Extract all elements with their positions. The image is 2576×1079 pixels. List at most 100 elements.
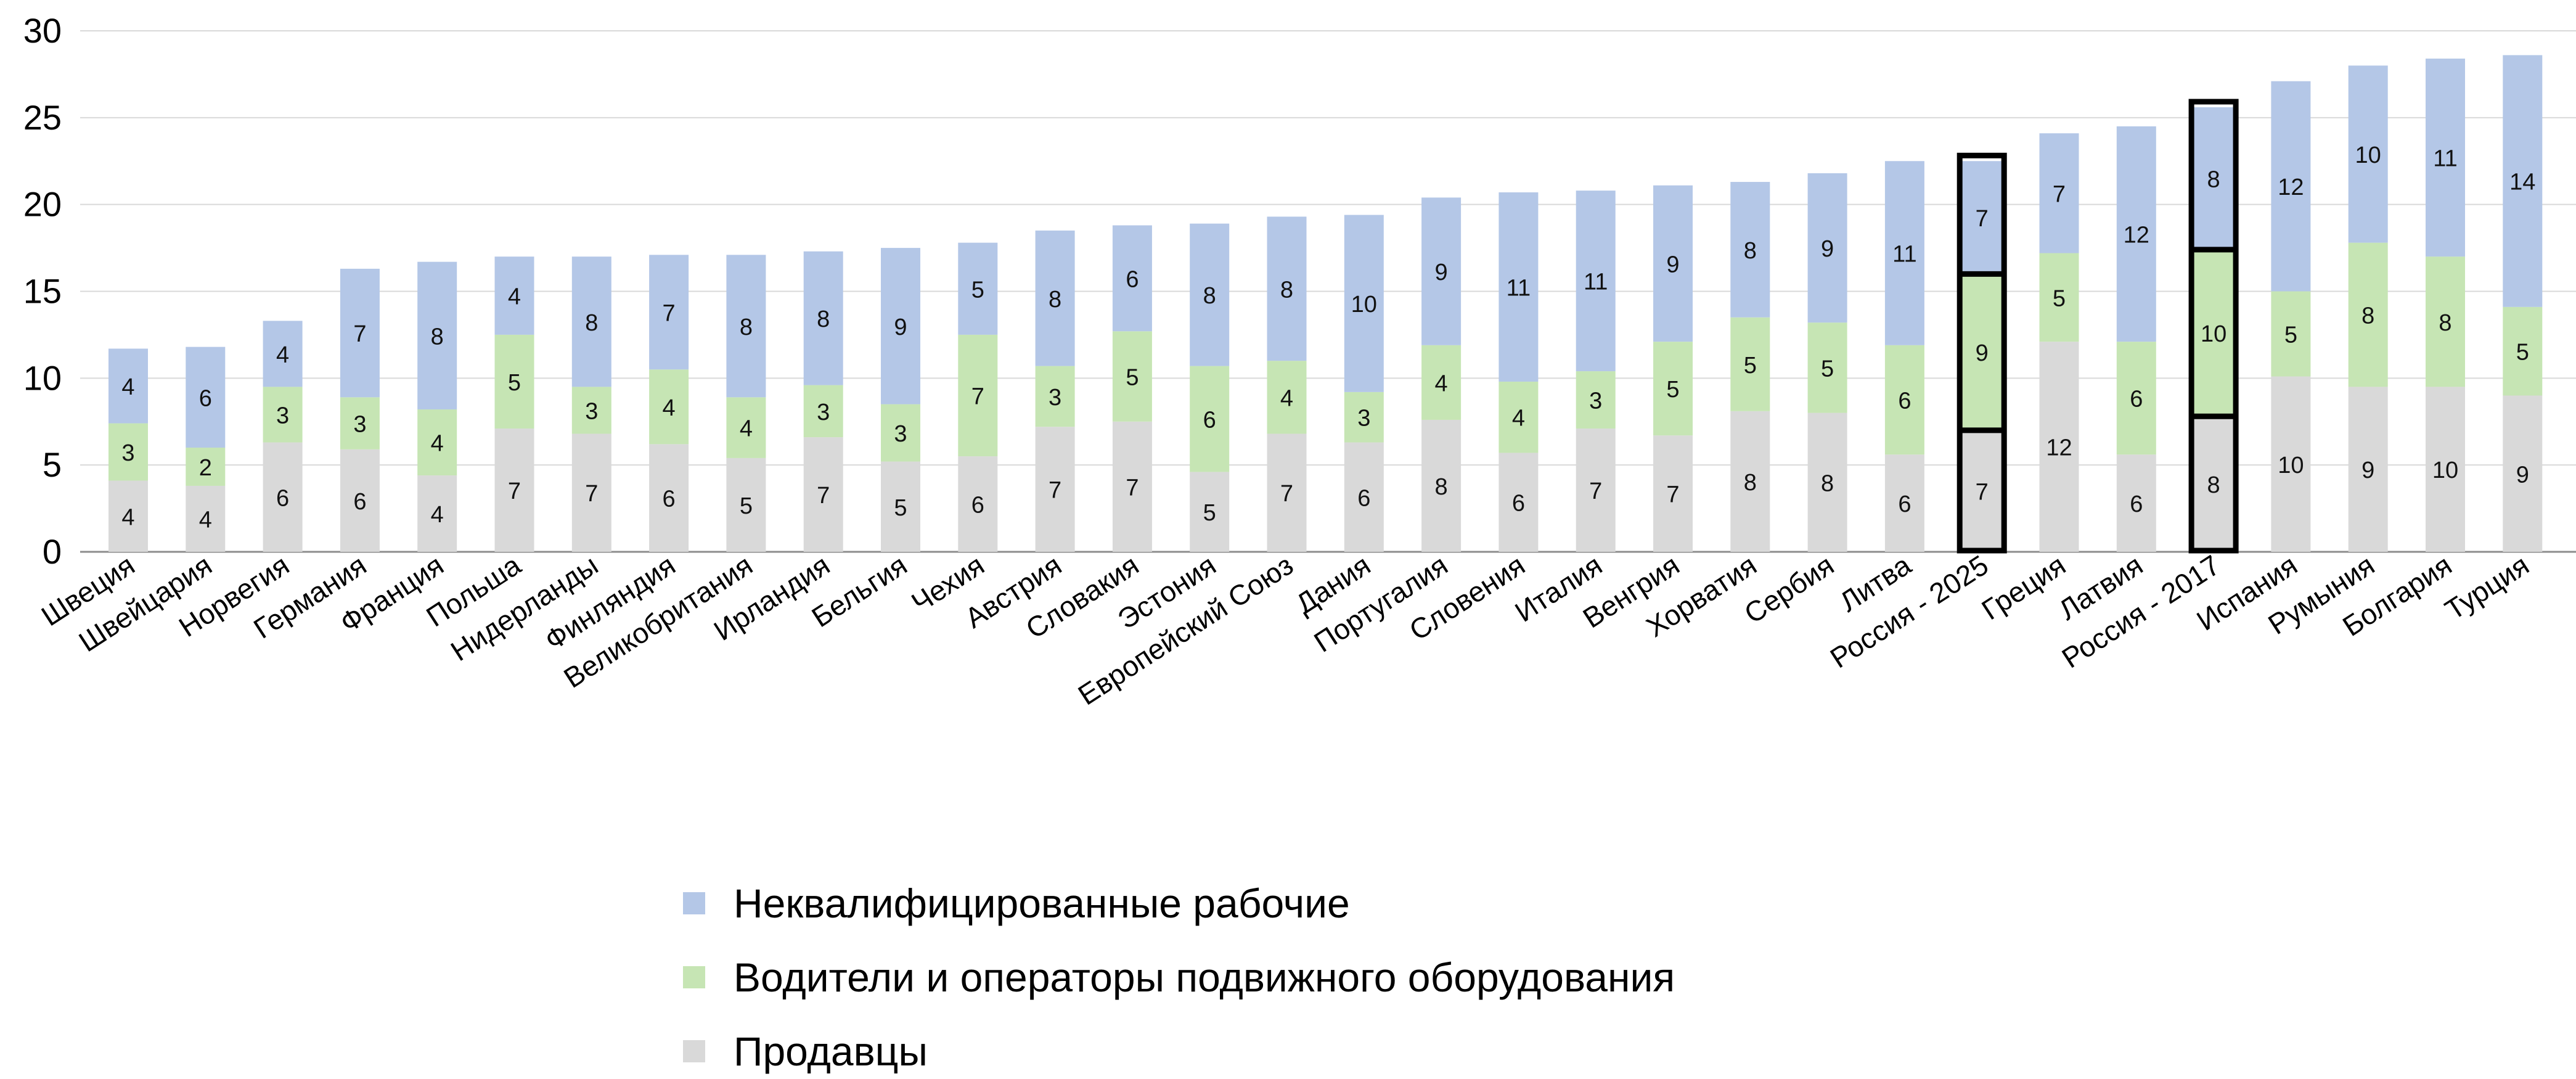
data-label: 4 — [663, 395, 676, 421]
data-label: 4 — [508, 284, 521, 310]
bar-segment — [1035, 427, 1075, 552]
data-label: 4 — [740, 416, 753, 442]
data-label: 4 — [276, 342, 289, 368]
data-label: 4 — [1512, 406, 1525, 432]
data-label: 10 — [1351, 292, 1377, 318]
data-label: 3 — [894, 421, 907, 447]
data-label: 7 — [1049, 478, 1061, 504]
data-label: 6 — [2130, 491, 2143, 517]
data-label: 7 — [1666, 482, 1679, 508]
data-label: 6 — [276, 485, 289, 511]
data-label: 9 — [2361, 457, 2374, 483]
data-label: 8 — [1435, 474, 1448, 500]
data-label: 3 — [1589, 388, 1602, 414]
bar-segment — [2271, 376, 2311, 552]
bar-segment — [340, 449, 380, 552]
bar-segment — [494, 256, 534, 335]
bar-segment — [1267, 361, 1307, 434]
bar-segment — [958, 334, 998, 457]
data-label: 6 — [353, 489, 366, 515]
data-label: 8 — [817, 306, 830, 332]
data-label: 4 — [121, 374, 134, 400]
data-label: 4 — [1435, 371, 1448, 396]
data-label: 10 — [2278, 453, 2304, 478]
bar-segment — [1576, 191, 1616, 372]
bar-segment — [1035, 230, 1075, 366]
data-label: 11 — [1892, 242, 1916, 268]
data-label: 4 — [199, 507, 212, 533]
data-label: 9 — [1976, 340, 1989, 366]
data-label: 3 — [121, 440, 134, 466]
data-label: 8 — [1203, 283, 1216, 309]
data-label: 4 — [121, 504, 134, 530]
bar-segment — [1190, 366, 1230, 472]
bar-segment — [1421, 345, 1462, 420]
data-label: 5 — [1744, 353, 1757, 379]
legend-label: Неквалифицированные рабочие — [734, 880, 1350, 926]
bar-segment — [186, 485, 226, 552]
data-label: 7 — [817, 483, 830, 509]
y-tick-label: 10 — [23, 358, 62, 397]
data-label: 11 — [2433, 146, 2457, 172]
bar-segment — [108, 480, 148, 552]
data-label: 4 — [431, 502, 444, 528]
bar-segment — [1576, 371, 1616, 429]
data-label: 3 — [353, 412, 366, 438]
bar-segment — [1653, 435, 1693, 552]
data-label: 10 — [2432, 457, 2458, 483]
bar-segment — [881, 461, 920, 552]
bar-segment — [2194, 416, 2234, 552]
data-label: 5 — [2516, 340, 2529, 366]
bar-segment — [1653, 185, 1693, 342]
data-label: 9 — [1821, 236, 1834, 262]
legend-label: Водители и операторы подвижного оборудов… — [734, 954, 1675, 1000]
data-label: 4 — [1280, 385, 1293, 411]
data-label: 6 — [971, 493, 984, 519]
bar-segment — [2348, 242, 2388, 387]
data-label: 7 — [508, 478, 521, 504]
data-label: 7 — [353, 321, 366, 347]
data-label: 7 — [1976, 206, 1989, 232]
data-label: 8 — [431, 324, 444, 350]
data-label: 8 — [2207, 472, 2220, 498]
data-label: 4 — [431, 431, 444, 457]
bar-segment — [2116, 126, 2156, 342]
data-label: 6 — [663, 486, 676, 512]
data-label: 3 — [1357, 406, 1370, 432]
bar-segment — [2348, 65, 2388, 243]
data-label: 7 — [585, 481, 598, 507]
y-tick-label: 30 — [23, 11, 62, 50]
bar-segment — [2271, 291, 2311, 377]
bar-segment — [1112, 421, 1152, 552]
data-label: 12 — [2046, 435, 2072, 461]
bar-segment — [1344, 392, 1384, 443]
bar-segment — [2503, 395, 2543, 552]
x-tick-label: Сербия — [1738, 549, 1839, 630]
bar-segment — [1653, 342, 1693, 436]
bar-segment — [1730, 182, 1770, 318]
bar-segment — [881, 248, 920, 404]
data-label: 14 — [2509, 170, 2535, 195]
bar-segment — [108, 348, 148, 424]
data-label: 11 — [1507, 275, 1531, 301]
bar-segment — [263, 387, 303, 443]
bar-segment — [186, 347, 226, 448]
bar-segment — [726, 397, 766, 458]
bar-segment — [1884, 345, 1924, 455]
y-tick-label: 0 — [43, 532, 62, 571]
data-label: 8 — [740, 314, 753, 340]
bar-segment — [1267, 216, 1307, 361]
data-label: 5 — [894, 495, 907, 521]
bar-segment — [1421, 419, 1462, 552]
bar-segment — [263, 321, 303, 387]
data-label: 6 — [1898, 491, 1911, 517]
legend-swatch — [683, 892, 705, 914]
bar-segment — [2039, 133, 2079, 253]
y-tick-label: 20 — [23, 185, 62, 224]
highlight-boxes — [1957, 99, 2239, 554]
bar-segment — [1576, 429, 1616, 552]
bar-segment — [1730, 411, 1770, 552]
bar-segment — [2426, 59, 2465, 257]
y-tick-label: 5 — [43, 445, 62, 484]
